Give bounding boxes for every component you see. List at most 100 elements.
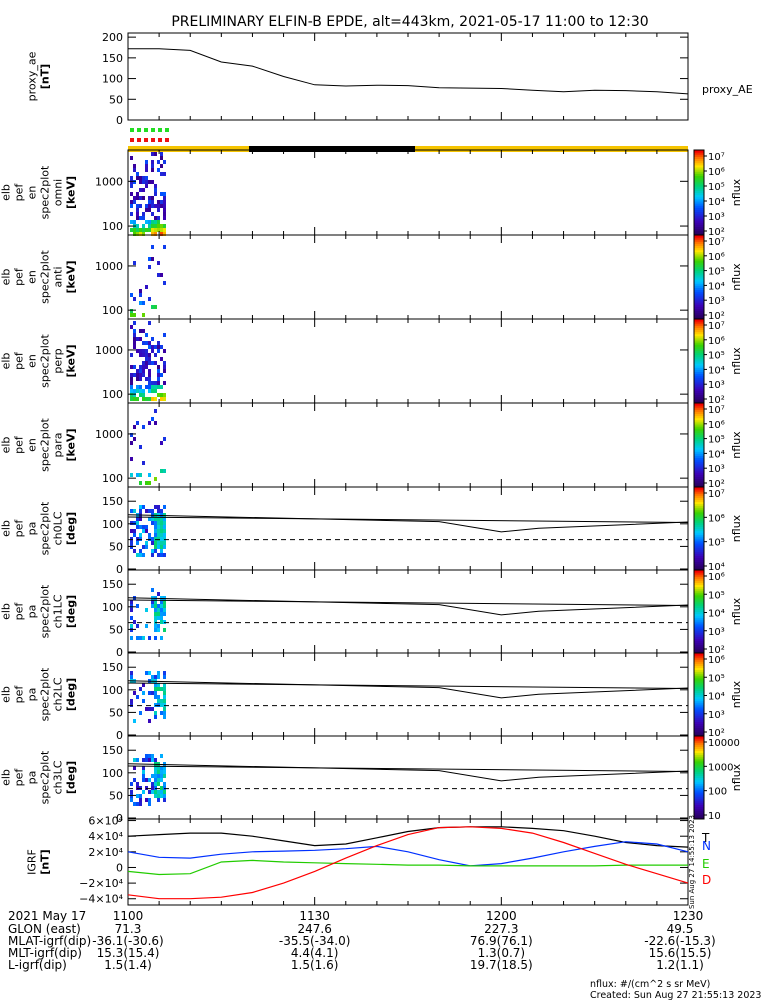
y-axis-label: para xyxy=(52,433,65,458)
y-axis-label: ch0LC xyxy=(52,511,65,545)
y-tick-label: 1000 xyxy=(95,428,123,441)
y-tick-label: 150 xyxy=(102,495,123,508)
y-axis-label: pa xyxy=(26,688,39,702)
colorbar-tick-label: 10⁶ xyxy=(708,252,725,263)
orbit-value: -22.6(-15.3) xyxy=(644,934,715,948)
y-tick-label: 150 xyxy=(102,52,123,65)
orbit-value: 227.3 xyxy=(484,922,518,936)
colorbar-tick-label: 10⁶ xyxy=(708,513,725,524)
y-tick-label: 100 xyxy=(102,220,123,233)
colorbar-tick-label: 10⁵ xyxy=(708,673,725,684)
y-tick-label: 100 xyxy=(102,388,123,401)
colorbar-tick-label: 10⁴ xyxy=(708,609,725,620)
y-axis-label: [keV] xyxy=(65,176,78,209)
y-axis-label: anti xyxy=(52,266,65,287)
y-tick-label: 150 xyxy=(102,744,123,757)
y-axis-label: [nT] xyxy=(39,849,52,874)
colorbar-tick-label: 10² xyxy=(708,395,725,406)
y-axis-label: ch3LC xyxy=(52,760,65,794)
y-axis-label: pa xyxy=(26,605,39,619)
y-axis-label: en xyxy=(26,354,39,368)
colorbar-tick-label: 10⁴ xyxy=(708,197,725,208)
colorbar-tick-label: 10⁶ xyxy=(708,336,725,347)
colorbar-tick-label: 10⁵ xyxy=(708,182,725,193)
colorbar-tick-label: 10² xyxy=(708,728,725,739)
y-axis-label: pef xyxy=(13,267,26,286)
y-tick-label: 50 xyxy=(109,623,123,636)
y-tick-label: 0 xyxy=(116,646,123,659)
orbit-value: 1.3(0.7) xyxy=(478,946,526,960)
colorbar-tick-label: 10⁵ xyxy=(708,351,725,362)
colorbar-tick-label: 10³ xyxy=(708,380,725,391)
status-tick-red xyxy=(165,138,169,142)
y-tick-label: 6×10⁴ xyxy=(88,815,123,828)
y-axis-label: en xyxy=(26,186,39,200)
y-axis-label: [nT] xyxy=(39,64,52,89)
series-label: proxy_AE xyxy=(702,83,753,96)
status-tick-green xyxy=(137,128,141,132)
y-tick-label: 1000 xyxy=(95,260,123,273)
colorbar-tick-label: 10⁶ xyxy=(708,167,725,178)
y-tick-label: 100 xyxy=(102,601,123,614)
y-tick-label: 50 xyxy=(109,540,123,553)
y-tick-label: 50 xyxy=(109,93,123,106)
reference-line xyxy=(127,599,689,606)
y-axis-label: pef xyxy=(13,519,26,538)
y-axis-label: elb xyxy=(0,353,13,370)
y-tick-label: 100 xyxy=(102,472,123,485)
y-axis-label: proxy_ae xyxy=(26,51,39,101)
y-axis-label: IGRF xyxy=(26,849,39,875)
colorbar-label: nflux xyxy=(730,680,743,708)
colorbar-tick-label: 10⁵ xyxy=(708,435,725,446)
spectrogram-5 xyxy=(130,505,166,557)
igrf-legend-E: E xyxy=(702,857,710,871)
y-tick-label: 100 xyxy=(102,73,123,86)
colorbar-tick-label: 10⁴ xyxy=(708,562,725,573)
y-axis-label: pef xyxy=(13,768,26,787)
spectrogram-1 xyxy=(130,152,166,236)
colorbar-tick-label: 10⁴ xyxy=(708,365,725,376)
y-tick-label: 4×10⁴ xyxy=(88,830,123,843)
y-axis-label: perp xyxy=(52,348,65,373)
reference-line xyxy=(127,682,689,689)
x-tick-label: 1100 xyxy=(113,909,144,923)
y-axis-label: [deg] xyxy=(65,678,78,711)
y-axis-label: spec2plot xyxy=(39,165,52,219)
orbit-value: 71.3 xyxy=(115,922,142,936)
colorbar-label: nflux xyxy=(730,597,743,625)
plot-title: PRELIMINARY ELFIN-B EPDE, alt=443km, 202… xyxy=(171,14,648,30)
status-tick-green xyxy=(144,128,148,132)
y-tick-label: 1000 xyxy=(95,344,123,357)
status-tick-green xyxy=(165,128,169,132)
y-axis-label: elb xyxy=(0,769,13,786)
orbit-row-label: GLON (east) xyxy=(8,922,81,936)
colorbar-label: nflux xyxy=(730,431,743,459)
status-tick-red xyxy=(151,138,155,142)
y-tick-label: 150 xyxy=(102,578,123,591)
status-tick-red xyxy=(130,138,134,142)
reference-line xyxy=(127,765,689,772)
orbit-value: 247.6 xyxy=(297,922,331,936)
y-axis-label: en xyxy=(26,270,39,284)
colorbar-tick-label: 10⁵ xyxy=(708,538,725,549)
colorbar-tick-label: 1000 xyxy=(708,762,733,773)
igrf-legend-T: T xyxy=(701,831,710,845)
spectrogram-3 xyxy=(130,321,166,401)
y-tick-label: 2×10⁴ xyxy=(88,846,123,859)
orbit-value: 4.4(4.1) xyxy=(291,946,339,960)
y-axis-label: omni xyxy=(52,179,65,206)
y-tick-label: 0 xyxy=(116,729,123,742)
side-timestamp: Sun Aug 27 14:55:13 2023 xyxy=(688,815,696,909)
panel-frame xyxy=(127,486,689,571)
spectrogram-2 xyxy=(130,245,166,317)
spectrogram-8 xyxy=(130,754,166,806)
spectrogram-7 xyxy=(130,671,166,723)
panel-frame xyxy=(127,735,689,820)
y-axis-label: pef xyxy=(13,351,26,370)
igrf-line-N xyxy=(127,841,689,867)
orbit-row-label: MLAT-igrf(dip) xyxy=(8,934,91,948)
orbit-value: 15.3(15.4) xyxy=(97,946,160,960)
orbit-value: -35.5(-34.0) xyxy=(279,934,350,948)
night-bar xyxy=(249,146,415,152)
y-tick-label: 50 xyxy=(109,789,123,802)
